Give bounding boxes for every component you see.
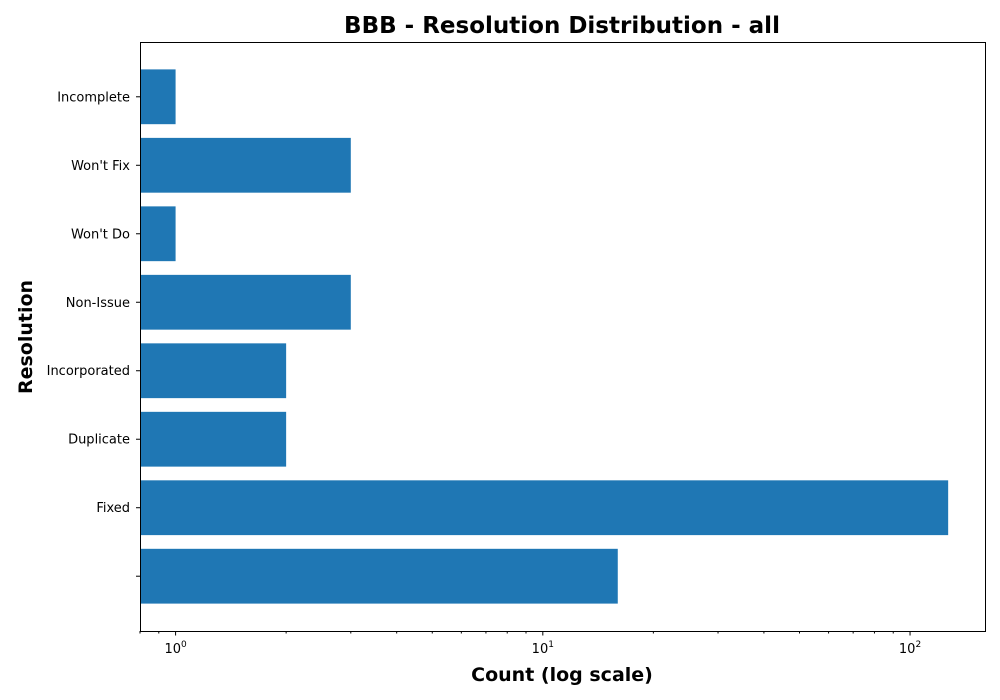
y-tick-label: Fixed [96,501,130,516]
x-tick-label: 102 [899,640,921,657]
bar-won-t-do [140,206,176,262]
bar-unlabeled [140,548,618,604]
bar-non-issue [140,274,351,330]
bar-duplicate [140,411,287,467]
y-tick-label: Incorporated [47,364,130,379]
y-tick-label: Incomplete [57,90,130,105]
x-tick-label: 100 [164,640,187,657]
y-tick-label: Won't Do [71,227,130,242]
y-axis-label: Resolution [15,280,37,394]
bar-incorporated [140,343,287,399]
bar-won-t-fix [140,137,351,193]
x-axis: 100 101 102 [139,631,921,657]
y-axis: Fixed Duplicate Incorporated Non-Issue Won't… [47,90,140,577]
chart-title: BBB - Resolution Distribution - all [344,13,780,39]
y-tick-label: Duplicate [68,433,130,448]
bars-layer [140,69,949,604]
x-axis-label: Count (log scale) [471,664,653,686]
bar-incomplete [140,69,176,125]
bar-fixed [140,480,949,536]
plot-frame [140,42,986,632]
y-tick-label: Non-Issue [66,296,130,311]
y-tick-label: Won't Fix [71,159,130,174]
x-tick-label: 101 [532,640,554,657]
